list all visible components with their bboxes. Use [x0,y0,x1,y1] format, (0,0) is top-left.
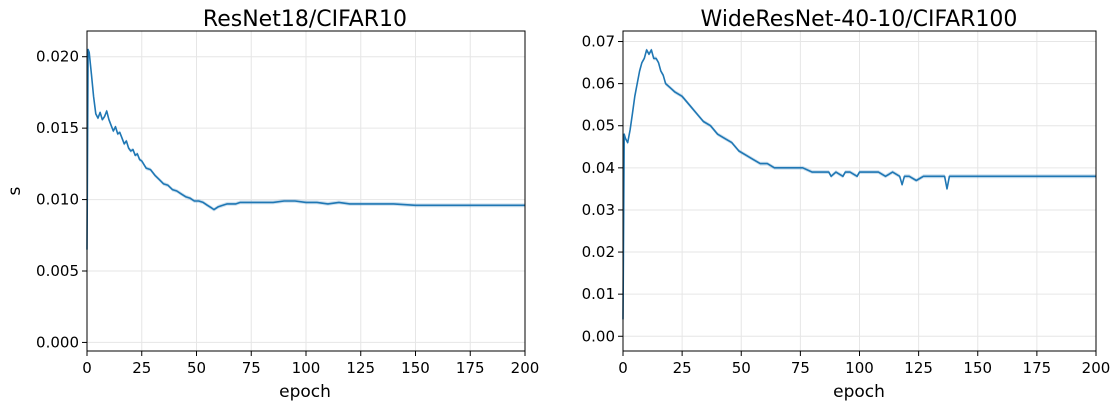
chart-title: ResNet18/CIFAR10 [203,7,407,32]
grid [622,31,1097,351]
y-tick-label: 0.07 [582,33,615,51]
x-tick-label: 75 [791,359,810,377]
series-line [622,49,1096,320]
x-tick-label: 25 [132,359,151,377]
y-tick-label: 0.00 [582,327,615,345]
y-tick-label: 0.015 [36,119,79,137]
x-tick-label: 125 [904,359,933,377]
y-tick-label: 0.010 [36,191,79,209]
y-tick-label: 0.01 [582,285,615,303]
x-tick-label: 125 [346,359,375,377]
y-tick-label: 0.000 [36,333,79,351]
x-tick-label: 0 [82,359,92,377]
x-tick-label: 75 [242,359,261,377]
y-axis-label: s [5,186,25,195]
grid [86,31,526,351]
x-tick-label: 175 [1023,359,1052,377]
chart-resnet18-cifar10: ResNet18/CIFAR10 epoch s 0 25 50 75 100 125 15… [5,7,539,402]
x-tick-label: 0 [618,359,628,377]
x-tick-label: 50 [732,359,751,377]
x-tick-label: 25 [673,359,692,377]
x-tick-label: 150 [963,359,992,377]
y-tick-label: 0.005 [36,262,79,280]
y-tick-label: 0.020 [36,48,79,66]
x-tick-label: 200 [1082,359,1111,377]
x-tick-label: 200 [511,359,540,377]
x-tick-label: 175 [456,359,485,377]
x-tick-label: 150 [401,359,430,377]
x-axis-label: epoch [279,382,331,402]
y-tick-label: 0.03 [582,201,615,219]
y-tick-label: 0.06 [582,75,615,93]
x-tick-label: 100 [292,359,321,377]
chart-title: WideResNet-40-10/CIFAR100 [701,7,1018,32]
series-line [86,48,525,250]
y-tick-label: 0.02 [582,243,615,261]
y-tick-label: 0.05 [582,117,615,135]
x-tick-label: 50 [187,359,206,377]
chart-wideresnet-cifar100: WideResNet-40-10/CIFAR100 epoch 0 25 50 75 1… [582,7,1111,402]
y-tick-label: 0.04 [582,159,615,177]
x-tick-label: 100 [845,359,874,377]
x-axis-label: epoch [833,382,885,402]
